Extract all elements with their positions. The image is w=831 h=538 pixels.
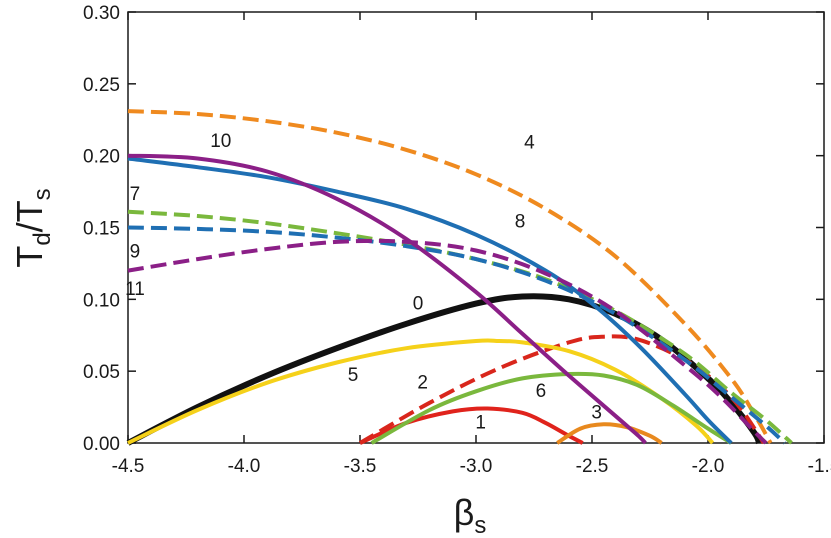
curve-label-4: 4	[524, 132, 535, 153]
x-tick-label: -4.0	[228, 456, 261, 477]
curve-label-11: 11	[125, 279, 145, 300]
x-tick-label: -2.0	[692, 456, 725, 477]
curve-4	[127, 109, 773, 444]
curve-1	[359, 406, 584, 445]
curve-label-3: 3	[591, 403, 602, 424]
curves	[126, 109, 793, 446]
plot-frame	[127, 11, 825, 444]
y-tick-label: 0.25	[83, 75, 120, 96]
x-axis-title: βs	[454, 492, 487, 538]
curve-label-5: 5	[348, 365, 359, 386]
curve-0	[126, 293, 762, 446]
curve-label-1: 1	[475, 413, 486, 434]
x-tick-label: -3.0	[460, 456, 493, 477]
axis-ticks	[127, 11, 825, 444]
y-tick-label: 0.10	[83, 290, 120, 311]
curve-2	[358, 334, 766, 445]
curve-label-9: 9	[130, 242, 141, 263]
curve-10	[127, 153, 647, 445]
curve-labels: 0 1 2 3 4 5 6 7 8 9 10 11	[125, 131, 602, 434]
curve-6	[370, 371, 733, 445]
x-tick-label: -4.5	[112, 456, 145, 477]
curve-label-8: 8	[515, 212, 526, 233]
x-tick-label: -1.5	[808, 456, 831, 477]
y-axis-title: Td/Ts	[9, 188, 56, 267]
y-tick-label: 0.30	[83, 3, 120, 24]
curve-label-2: 2	[417, 372, 428, 393]
curve-11	[127, 238, 768, 445]
curve-label-10: 10	[210, 131, 231, 152]
curve-3	[556, 422, 663, 445]
y-tick-label: 0.15	[83, 219, 120, 240]
y-tick-label: 0.20	[83, 147, 120, 168]
x-tick-label: -2.5	[576, 456, 609, 477]
curve-label-0: 0	[413, 293, 424, 314]
curve-8	[127, 156, 733, 445]
curve-label-7: 7	[130, 184, 141, 205]
y-tick-label: 0.00	[83, 434, 120, 455]
curve-9	[127, 225, 786, 445]
y-tick-label: 0.05	[83, 362, 120, 383]
curve-label-6: 6	[536, 381, 547, 402]
x-tick-label: -3.5	[344, 456, 377, 477]
tick-labels: -4.5 -4.0 -3.5 -3.0 -2.5 -2.0 -1.5 0.00 0.05 0.10…	[83, 3, 831, 477]
